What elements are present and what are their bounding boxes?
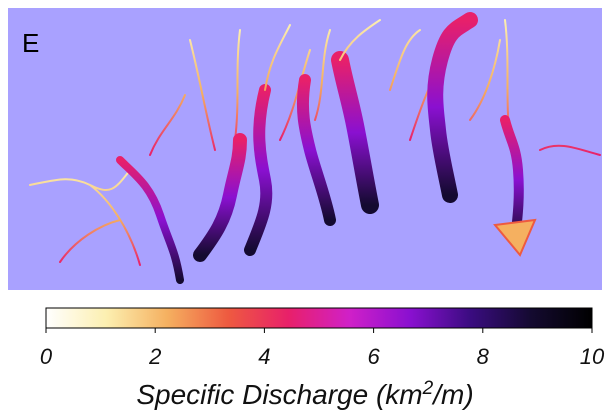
tick-label: 6 xyxy=(367,344,380,369)
tick-label: 4 xyxy=(258,344,270,369)
tick-label: 8 xyxy=(477,344,490,369)
colorbar-label: Specific Discharge (km2/m) xyxy=(136,378,473,410)
label-text: /m) xyxy=(431,379,473,410)
panel-label: E xyxy=(22,28,39,58)
tick-label: 2 xyxy=(148,344,161,369)
river-delta xyxy=(493,218,537,257)
colorbar xyxy=(45,307,593,329)
tick-label: 0 xyxy=(40,344,53,369)
tick-label: 10 xyxy=(580,344,605,369)
colorbar-ticks: 0 2 4 6 8 10 xyxy=(40,328,605,369)
label-text: Specific Discharge (km xyxy=(136,379,422,410)
label-superscript: 2 xyxy=(422,378,434,399)
river-network xyxy=(29,12,601,284)
